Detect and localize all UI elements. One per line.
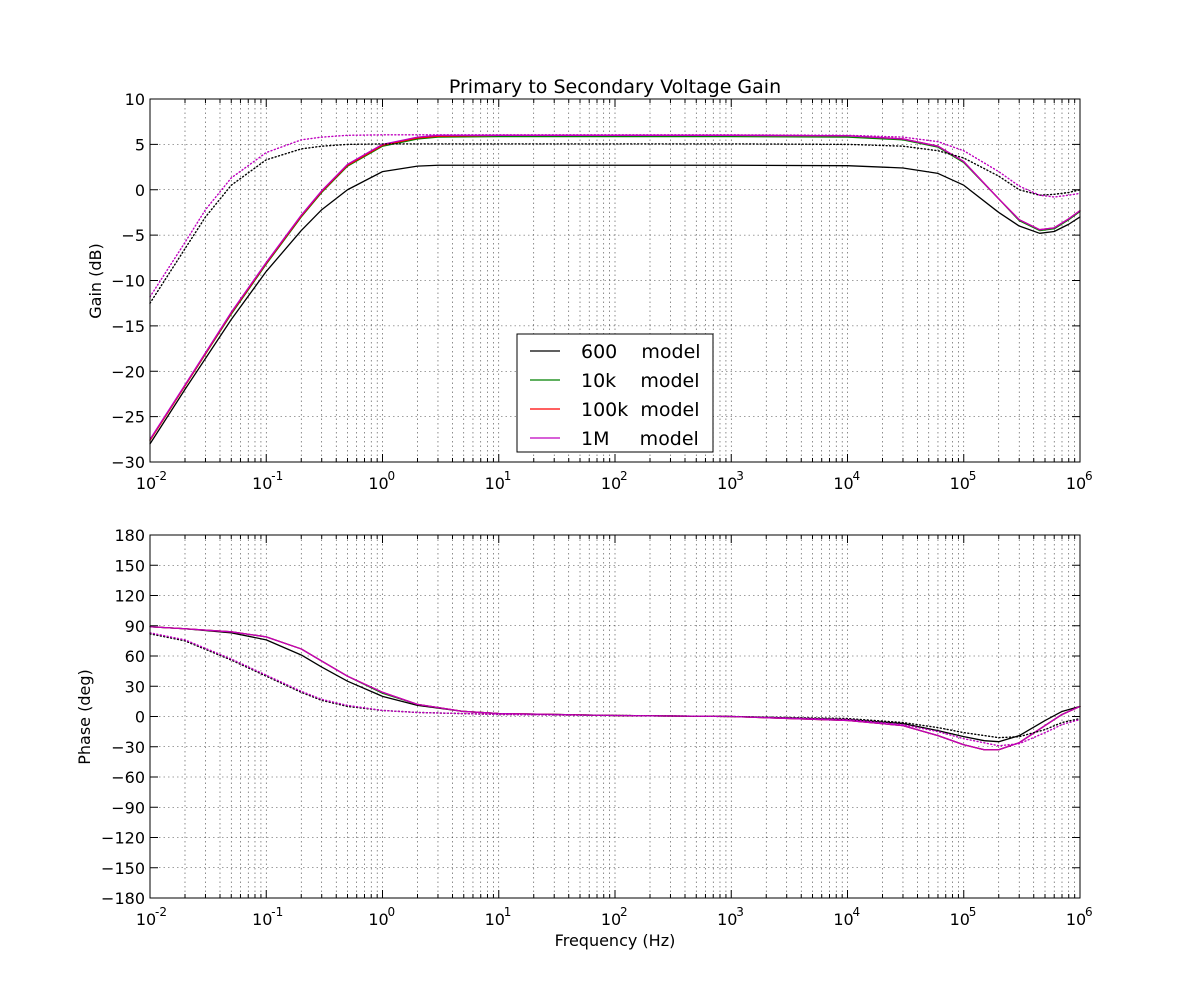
legend-label-600: 600 model bbox=[581, 341, 701, 363]
phase-xtick-label: 10 bbox=[252, 910, 272, 929]
phase-xtick-label: 10 bbox=[601, 910, 621, 929]
phase-xtick-label: 10 bbox=[368, 910, 388, 929]
gain-ytick-label: −25 bbox=[111, 408, 145, 427]
phase-ytick-label: 180 bbox=[114, 526, 145, 545]
gain-series-1m-dotted bbox=[149, 134, 1081, 298]
gain-xtick-label: 10 bbox=[717, 474, 737, 493]
phase-axes: 1801501209060300−30−60−90−120−150−18010-… bbox=[75, 526, 1093, 950]
phase-xtick-exponent: 2 bbox=[620, 905, 628, 919]
gain-title: Primary to Secondary Voltage Gain bbox=[449, 76, 781, 98]
phase-ytick-label: −180 bbox=[101, 889, 145, 908]
legend-label-100k: 100k model bbox=[581, 399, 700, 421]
gain-ytick-label: 10 bbox=[125, 90, 145, 109]
phase-xtick-exponent: 5 bbox=[969, 905, 977, 919]
phase-ylabel: Phase (deg) bbox=[75, 669, 94, 765]
gain-xtick-label: 10 bbox=[368, 474, 388, 493]
gain-xtick-exponent: 3 bbox=[736, 469, 744, 483]
phase-ytick-label: 0 bbox=[135, 708, 145, 727]
gain-xtick-exponent: -2 bbox=[155, 469, 167, 483]
phase-xtick-label: 10 bbox=[1066, 910, 1086, 929]
gain-xtick-exponent: -1 bbox=[271, 469, 283, 483]
phase-ytick-label: 90 bbox=[125, 617, 145, 636]
phase-xtick-label: 10 bbox=[717, 910, 737, 929]
gain-xtick-exponent: 1 bbox=[504, 469, 512, 483]
phase-xlabel: Frequency (Hz) bbox=[555, 931, 676, 950]
gain-lines bbox=[149, 134, 1081, 445]
phase-ytick-label: −120 bbox=[101, 829, 145, 848]
phase-xtick-exponent: -2 bbox=[155, 905, 167, 919]
gain-ytick-label: −5 bbox=[121, 226, 145, 245]
legend-label-10k: 10k model bbox=[581, 370, 700, 392]
phase-ticks: 1801501209060300−30−60−90−120−150−18010-… bbox=[101, 526, 1093, 929]
phase-ytick-label: −90 bbox=[111, 798, 145, 817]
phase-ytick-label: 150 bbox=[114, 556, 145, 575]
phase-xtick-exponent: 0 bbox=[388, 905, 396, 919]
legend-label-1m: 1M model bbox=[581, 428, 699, 450]
legend-box bbox=[516, 333, 714, 453]
phase-ytick-label: −60 bbox=[111, 768, 145, 787]
gain-xtick-label: 10 bbox=[485, 474, 505, 493]
phase-xtick-exponent: 3 bbox=[736, 905, 744, 919]
gain-ytick-label: −10 bbox=[111, 272, 145, 291]
phase-xtick-label: 10 bbox=[950, 910, 970, 929]
legend: 600 model 10k model 100k model 1M model bbox=[516, 333, 714, 453]
phase-xtick-exponent: -1 bbox=[271, 905, 283, 919]
gain-xtick-label: 10 bbox=[950, 474, 970, 493]
phase-lines bbox=[149, 626, 1081, 751]
gain-xtick-label: 10 bbox=[136, 474, 156, 493]
phase-xtick-exponent: 6 bbox=[1085, 905, 1093, 919]
gain-ytick-label: 0 bbox=[135, 181, 145, 200]
phase-xtick-exponent: 4 bbox=[853, 905, 861, 919]
gain-ytick-label: −15 bbox=[111, 317, 145, 336]
gain-xtick-exponent: 4 bbox=[853, 469, 861, 483]
phase-ytick-label: −150 bbox=[101, 859, 145, 878]
phase-ytick-label: 60 bbox=[125, 647, 145, 666]
phase-ytick-label: 120 bbox=[114, 587, 145, 606]
phase-xtick-label: 10 bbox=[136, 910, 156, 929]
gain-ylabel: Gain (dB) bbox=[86, 243, 105, 319]
phase-xtick-exponent: 1 bbox=[504, 905, 512, 919]
gain-ytick-label: −30 bbox=[111, 453, 145, 472]
gain-xtick-label: 10 bbox=[1066, 474, 1086, 493]
gain-xtick-label: 10 bbox=[252, 474, 272, 493]
phase-series-1m-dotted bbox=[149, 632, 1081, 747]
phase-ytick-label: 30 bbox=[125, 677, 145, 696]
gain-series-600-dotted bbox=[149, 143, 1081, 304]
gain-xtick-exponent: 2 bbox=[620, 469, 628, 483]
phase-xtick-label: 10 bbox=[485, 910, 505, 929]
gain-xtick-exponent: 5 bbox=[969, 469, 977, 483]
gain-ytick-label: −20 bbox=[111, 362, 145, 381]
gain-xtick-exponent: 6 bbox=[1085, 469, 1093, 483]
phase-xtick-label: 10 bbox=[833, 910, 853, 929]
gain-series-600-solid bbox=[149, 164, 1081, 445]
phase-ytick-label: −30 bbox=[111, 738, 145, 757]
gain-xtick-label: 10 bbox=[601, 474, 621, 493]
gain-xtick-exponent: 0 bbox=[388, 469, 396, 483]
gain-xtick-label: 10 bbox=[833, 474, 853, 493]
gain-ytick-label: 5 bbox=[135, 135, 145, 154]
